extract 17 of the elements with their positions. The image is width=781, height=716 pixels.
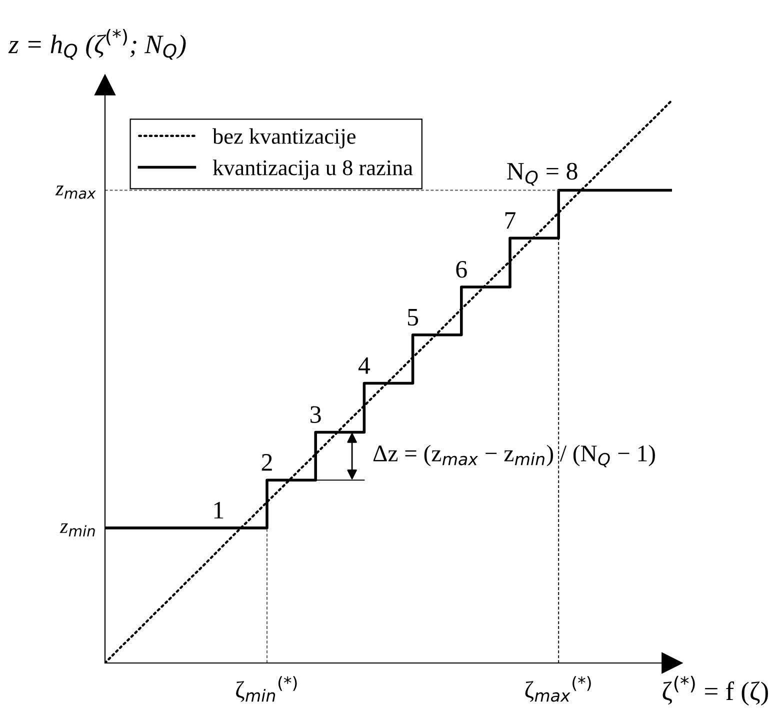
annotation: 4 xyxy=(358,357,370,374)
annotation: 2 xyxy=(262,454,272,471)
annotation: 5 xyxy=(408,309,418,326)
annotation: N$_{Q}$ = 8 xyxy=(507,162,578,186)
annotation: 7 xyxy=(505,212,516,229)
x-tick-label: ζ$_{min}$$^{(*)}$ xyxy=(236,676,297,702)
annotation: Δz = (z$_{max}$ − z$_{min}$) / (N$_{Q}$ − 1) xyxy=(373,444,655,468)
text: z$_{min}$ xyxy=(60,523,95,536)
legend-label: kvantizacija u 8 razina xyxy=(212,160,413,180)
x-tick-label: ζ$_{max}$$^{(*)}$ xyxy=(525,676,591,702)
legend-label: bez kvantizacije xyxy=(212,128,356,148)
annotation: 1 xyxy=(214,502,224,518)
annotation: 6 xyxy=(456,261,467,278)
annotation: 3 xyxy=(310,406,321,424)
x-axis-title: ζ$^{(*)}$ = f (ζ) xyxy=(662,676,768,706)
y-axis-title: z = h$_{Q}$ (ζ$^{(*)}$; N$_{Q}$) xyxy=(8,28,186,60)
ref-line-label: z$_{max}$ xyxy=(55,186,96,199)
